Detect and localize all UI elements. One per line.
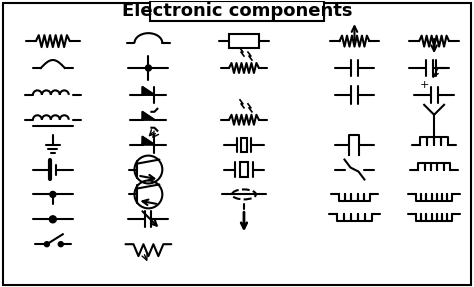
Circle shape [146, 65, 151, 71]
Polygon shape [142, 112, 155, 120]
Circle shape [49, 216, 56, 223]
Bar [241, 138, 247, 152]
Circle shape [58, 242, 64, 247]
Text: +: + [419, 80, 429, 90]
Circle shape [45, 242, 49, 247]
Text: Electronic components: Electronic components [122, 2, 352, 20]
Bar [240, 162, 248, 177]
Polygon shape [142, 137, 155, 145]
Polygon shape [142, 87, 155, 95]
Circle shape [50, 191, 56, 197]
Bar [229, 34, 259, 48]
Bar [150, 1, 324, 21]
